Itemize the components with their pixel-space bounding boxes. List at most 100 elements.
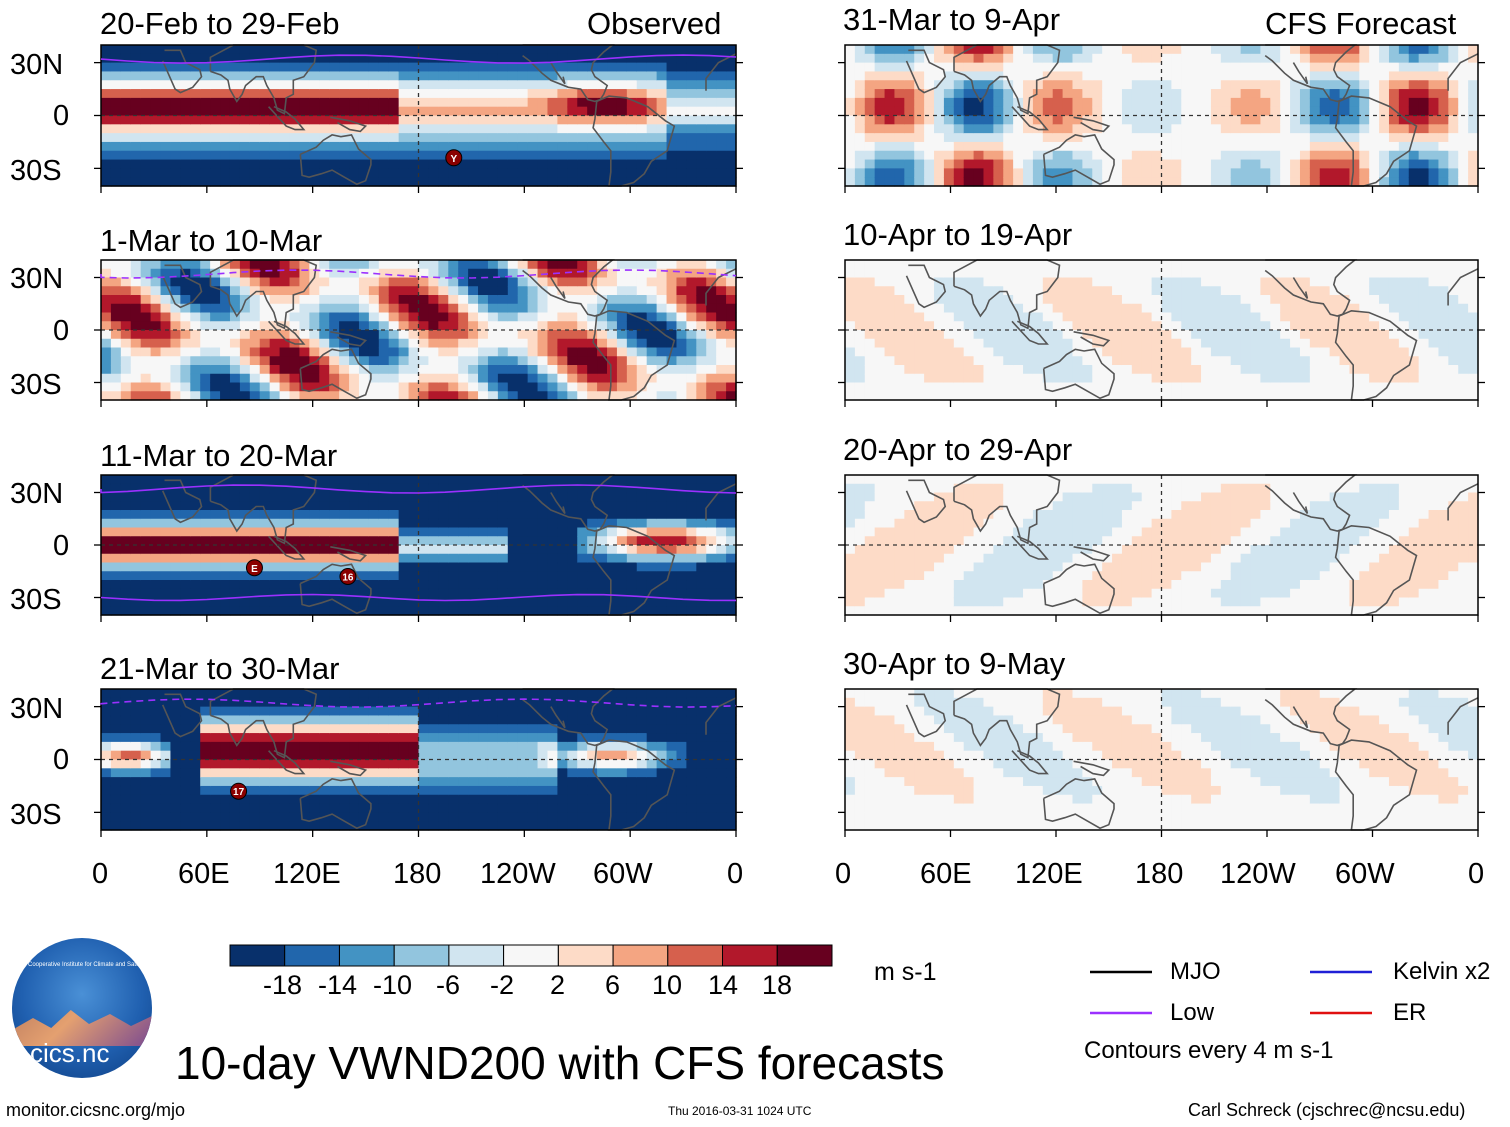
shaded-cell xyxy=(358,356,370,366)
cyclone-icon xyxy=(245,559,263,577)
shaded-cell xyxy=(597,141,608,152)
shaded-cell xyxy=(438,150,449,161)
shaded-cell xyxy=(1092,168,1103,178)
shaded-cell xyxy=(706,277,717,287)
shaded-cell xyxy=(587,150,598,161)
shaded-cell xyxy=(388,150,400,161)
shaded-cell xyxy=(378,330,390,340)
shaded-cell xyxy=(1052,124,1064,134)
shaded-cell xyxy=(537,312,549,322)
shaded-cell xyxy=(200,338,211,349)
shaded-cell xyxy=(140,475,152,485)
shaded-cell xyxy=(468,356,479,366)
shaded-cell xyxy=(180,45,191,55)
shaded-cell xyxy=(1092,71,1103,81)
shaded-cell xyxy=(418,750,430,761)
shaded-cell xyxy=(1240,71,1252,81)
shaded-cell xyxy=(527,759,539,769)
shaded-cell xyxy=(993,177,1004,187)
shaded-cell xyxy=(249,510,261,520)
shaded-cell xyxy=(478,492,489,502)
shaded-cell xyxy=(567,391,578,401)
shaded-cell xyxy=(160,741,172,752)
coastline xyxy=(330,760,368,777)
shaded-cell xyxy=(934,53,945,64)
shaded-cell xyxy=(676,286,687,296)
shaded-cell xyxy=(537,286,549,296)
shaded-cell xyxy=(597,706,608,717)
shaded-cell xyxy=(646,750,658,761)
shaded-cell xyxy=(358,260,370,270)
shaded-cell xyxy=(616,53,628,64)
shaded-cell xyxy=(398,794,410,805)
shaded-cell xyxy=(378,606,390,616)
shaded-cell xyxy=(616,492,628,502)
shaded-cell xyxy=(686,338,697,349)
shaded-cell xyxy=(557,536,568,546)
shaded-cell xyxy=(319,821,330,831)
shaded-cell xyxy=(388,777,400,787)
shaded-cell xyxy=(220,347,231,357)
shaded-cell xyxy=(686,365,697,375)
shaded-cell xyxy=(398,295,410,305)
shaded-cell xyxy=(428,724,439,734)
shaded-cell xyxy=(309,821,320,831)
shaded-cell xyxy=(170,768,181,778)
shaded-cell xyxy=(1240,124,1252,134)
shaded-cell xyxy=(1082,106,1093,117)
shaded-cell xyxy=(666,812,678,822)
shaded-cell xyxy=(180,706,191,717)
lat-label-eq: 0 xyxy=(53,530,70,562)
shaded-cell xyxy=(567,303,578,314)
panel-title-fcst-4: 30-Apr to 9-May xyxy=(843,646,1066,681)
shaded-cell xyxy=(249,338,261,349)
footer-url[interactable]: monitor.cicsnc.org/mjo xyxy=(6,1100,186,1120)
shaded-cell xyxy=(150,812,162,822)
shaded-cell xyxy=(1121,97,1133,108)
shaded-cell xyxy=(229,536,241,546)
shaded-cell xyxy=(517,347,529,357)
shaded-cell xyxy=(924,159,935,169)
shaded-cell xyxy=(220,597,231,607)
shaded-cell xyxy=(607,553,618,564)
shaded-cell xyxy=(517,89,529,99)
shaded-cell xyxy=(239,286,251,296)
shaded-cell xyxy=(726,133,737,143)
shaded-cell xyxy=(110,733,122,743)
shaded-cell xyxy=(1250,89,1262,99)
shaded-cell xyxy=(1023,115,1034,125)
shaded-cell xyxy=(378,373,390,384)
shaded-cell xyxy=(924,168,935,178)
shaded-cell xyxy=(616,759,628,769)
shaded-cell xyxy=(1161,159,1172,169)
shaded-cell xyxy=(289,741,301,752)
shaded-cell xyxy=(210,741,221,752)
shaded-cell xyxy=(388,71,400,81)
shaded-cell xyxy=(378,268,390,279)
shaded-cell xyxy=(567,492,578,502)
shaded-cell xyxy=(497,571,509,581)
shaded-cell xyxy=(398,588,410,599)
shaded-cell xyxy=(726,536,737,546)
shaded-cell xyxy=(1072,141,1083,152)
shaded-cell xyxy=(577,89,588,99)
shaded-cell xyxy=(378,303,390,314)
shaded-cell xyxy=(388,750,400,761)
shaded-cell xyxy=(706,382,717,392)
shaded-cell xyxy=(983,53,994,64)
shaded-cell xyxy=(1220,159,1232,169)
shaded-cell xyxy=(388,706,400,717)
shaded-cell xyxy=(150,803,162,813)
shaded-cell xyxy=(478,571,489,581)
shaded-cell xyxy=(597,571,608,581)
shaded-cell xyxy=(706,483,717,494)
shaded-cell xyxy=(716,794,727,805)
shaded-cell xyxy=(537,303,549,314)
shaded-cell xyxy=(438,97,449,108)
shaded-cell xyxy=(953,168,965,178)
shaded-cell xyxy=(983,115,994,125)
shaded-cell xyxy=(368,97,380,108)
shaded-cell xyxy=(676,741,687,752)
shaded-cell xyxy=(279,80,291,90)
shaded-cell xyxy=(1250,124,1262,134)
